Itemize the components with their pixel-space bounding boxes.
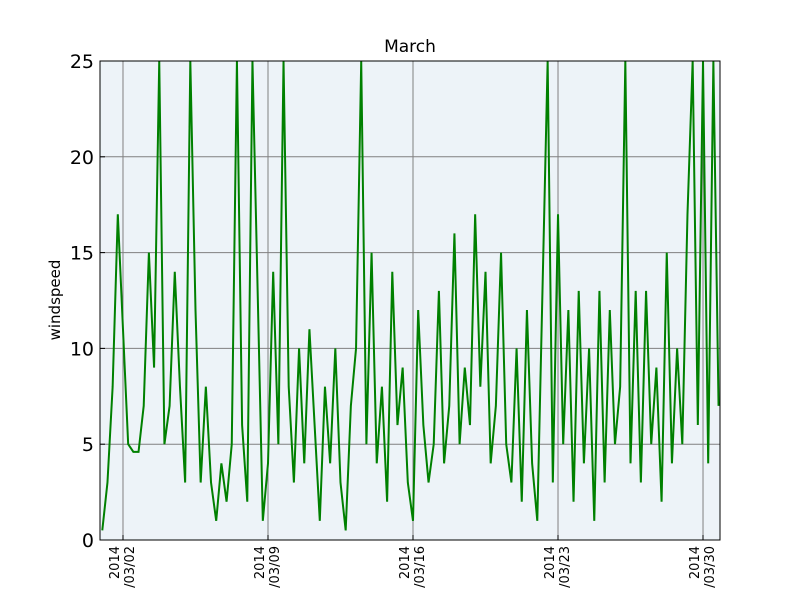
x-tick-label: 2014/03/16	[398, 546, 428, 588]
x-tick-label: 2014/03/02	[108, 546, 138, 588]
plot-background	[100, 61, 720, 540]
chart-title: March	[384, 37, 436, 57]
data-line	[101, 61, 720, 531]
y-tick-label: 5	[82, 434, 94, 456]
y-tick-label: 10	[70, 338, 94, 360]
y-axis-label: windspeed	[46, 260, 64, 341]
y-tick-label: 20	[70, 147, 94, 169]
y-tick-label: 15	[70, 243, 94, 265]
y-tick-label: 0	[82, 530, 94, 552]
x-tick-label: 2014/03/09	[253, 546, 283, 588]
x-tick-label: 2014/03/23	[543, 546, 573, 588]
y-tick-label: 25	[70, 51, 94, 73]
x-tick-label: 2014/03/30	[688, 546, 718, 588]
plot-frame	[99, 60, 721, 541]
